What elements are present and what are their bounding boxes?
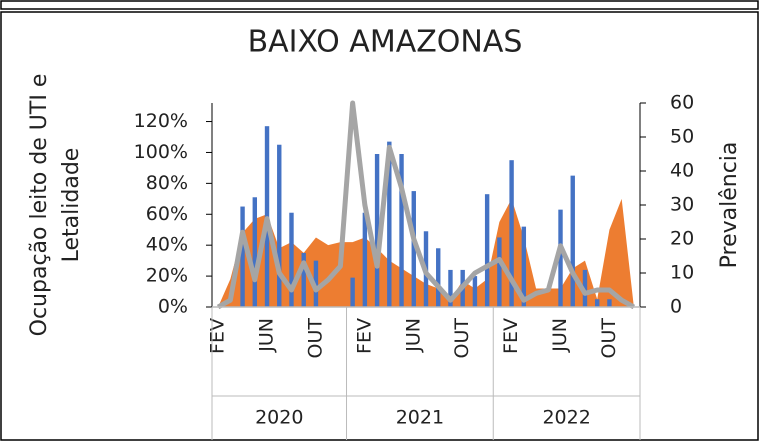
y2-tick-label: 60 xyxy=(670,92,694,114)
bar xyxy=(362,212,368,307)
bar xyxy=(436,248,441,307)
bar xyxy=(374,154,380,307)
frame xyxy=(0,11,759,441)
bar xyxy=(497,237,502,307)
y-tick-label: 80% xyxy=(146,172,188,194)
y-axis-label: Letalidade xyxy=(59,148,84,263)
y-tick-label: 120% xyxy=(134,110,188,132)
bar xyxy=(411,191,416,307)
bar xyxy=(582,269,588,307)
x-tick-label: JUN xyxy=(549,318,571,353)
y2-tick-label: 20 xyxy=(670,228,694,250)
x-tick-label: FEV xyxy=(207,318,229,354)
year-label: 2022 xyxy=(542,407,590,429)
y2-tick-label: 30 xyxy=(670,194,694,216)
x-tick-label: JUN xyxy=(256,318,278,353)
x-tick-label: OUT xyxy=(451,318,473,359)
y2-tick-label: 50 xyxy=(670,126,694,148)
y2-tick-label: 0 xyxy=(670,296,682,318)
y-tick-label: 20% xyxy=(146,265,188,287)
bar xyxy=(399,154,404,307)
x-tick-label: FEV xyxy=(353,318,375,354)
y-tick-label: 40% xyxy=(146,234,188,256)
y-tick-label: 100% xyxy=(134,141,188,163)
bar xyxy=(558,209,563,307)
bar xyxy=(484,194,490,307)
bar xyxy=(509,160,514,307)
bar xyxy=(594,299,600,307)
year-label: 2021 xyxy=(396,407,444,429)
bar xyxy=(472,276,478,307)
line xyxy=(216,100,636,310)
bar xyxy=(521,226,527,307)
bar xyxy=(570,175,575,307)
bar xyxy=(289,212,294,307)
bar xyxy=(448,269,453,307)
chart-title: BAIXO AMAZONAS xyxy=(248,25,523,60)
bar xyxy=(607,299,612,307)
x-tick-label: FEV xyxy=(500,318,522,354)
area xyxy=(218,198,634,307)
bar xyxy=(387,141,392,307)
y2-tick-label: 10 xyxy=(670,262,694,284)
bar xyxy=(252,197,258,307)
y2-axis-label: Prevalência xyxy=(717,142,742,269)
bar xyxy=(277,144,282,307)
bar xyxy=(240,206,245,307)
top-frame xyxy=(0,0,759,10)
year-label: 2020 xyxy=(255,407,303,429)
x-tick-label: OUT xyxy=(598,318,620,359)
bar xyxy=(313,260,319,307)
x-tick-label: OUT xyxy=(304,318,326,359)
x-tick-label: JUN xyxy=(402,318,424,353)
bar xyxy=(350,277,355,307)
y-tick-label: 0% xyxy=(158,296,188,318)
bar xyxy=(301,252,306,307)
y-axis-label: Ocupação leito de UTI e xyxy=(27,74,52,337)
y-tick-label: 60% xyxy=(146,203,188,225)
y2-tick-label: 40 xyxy=(670,160,694,182)
